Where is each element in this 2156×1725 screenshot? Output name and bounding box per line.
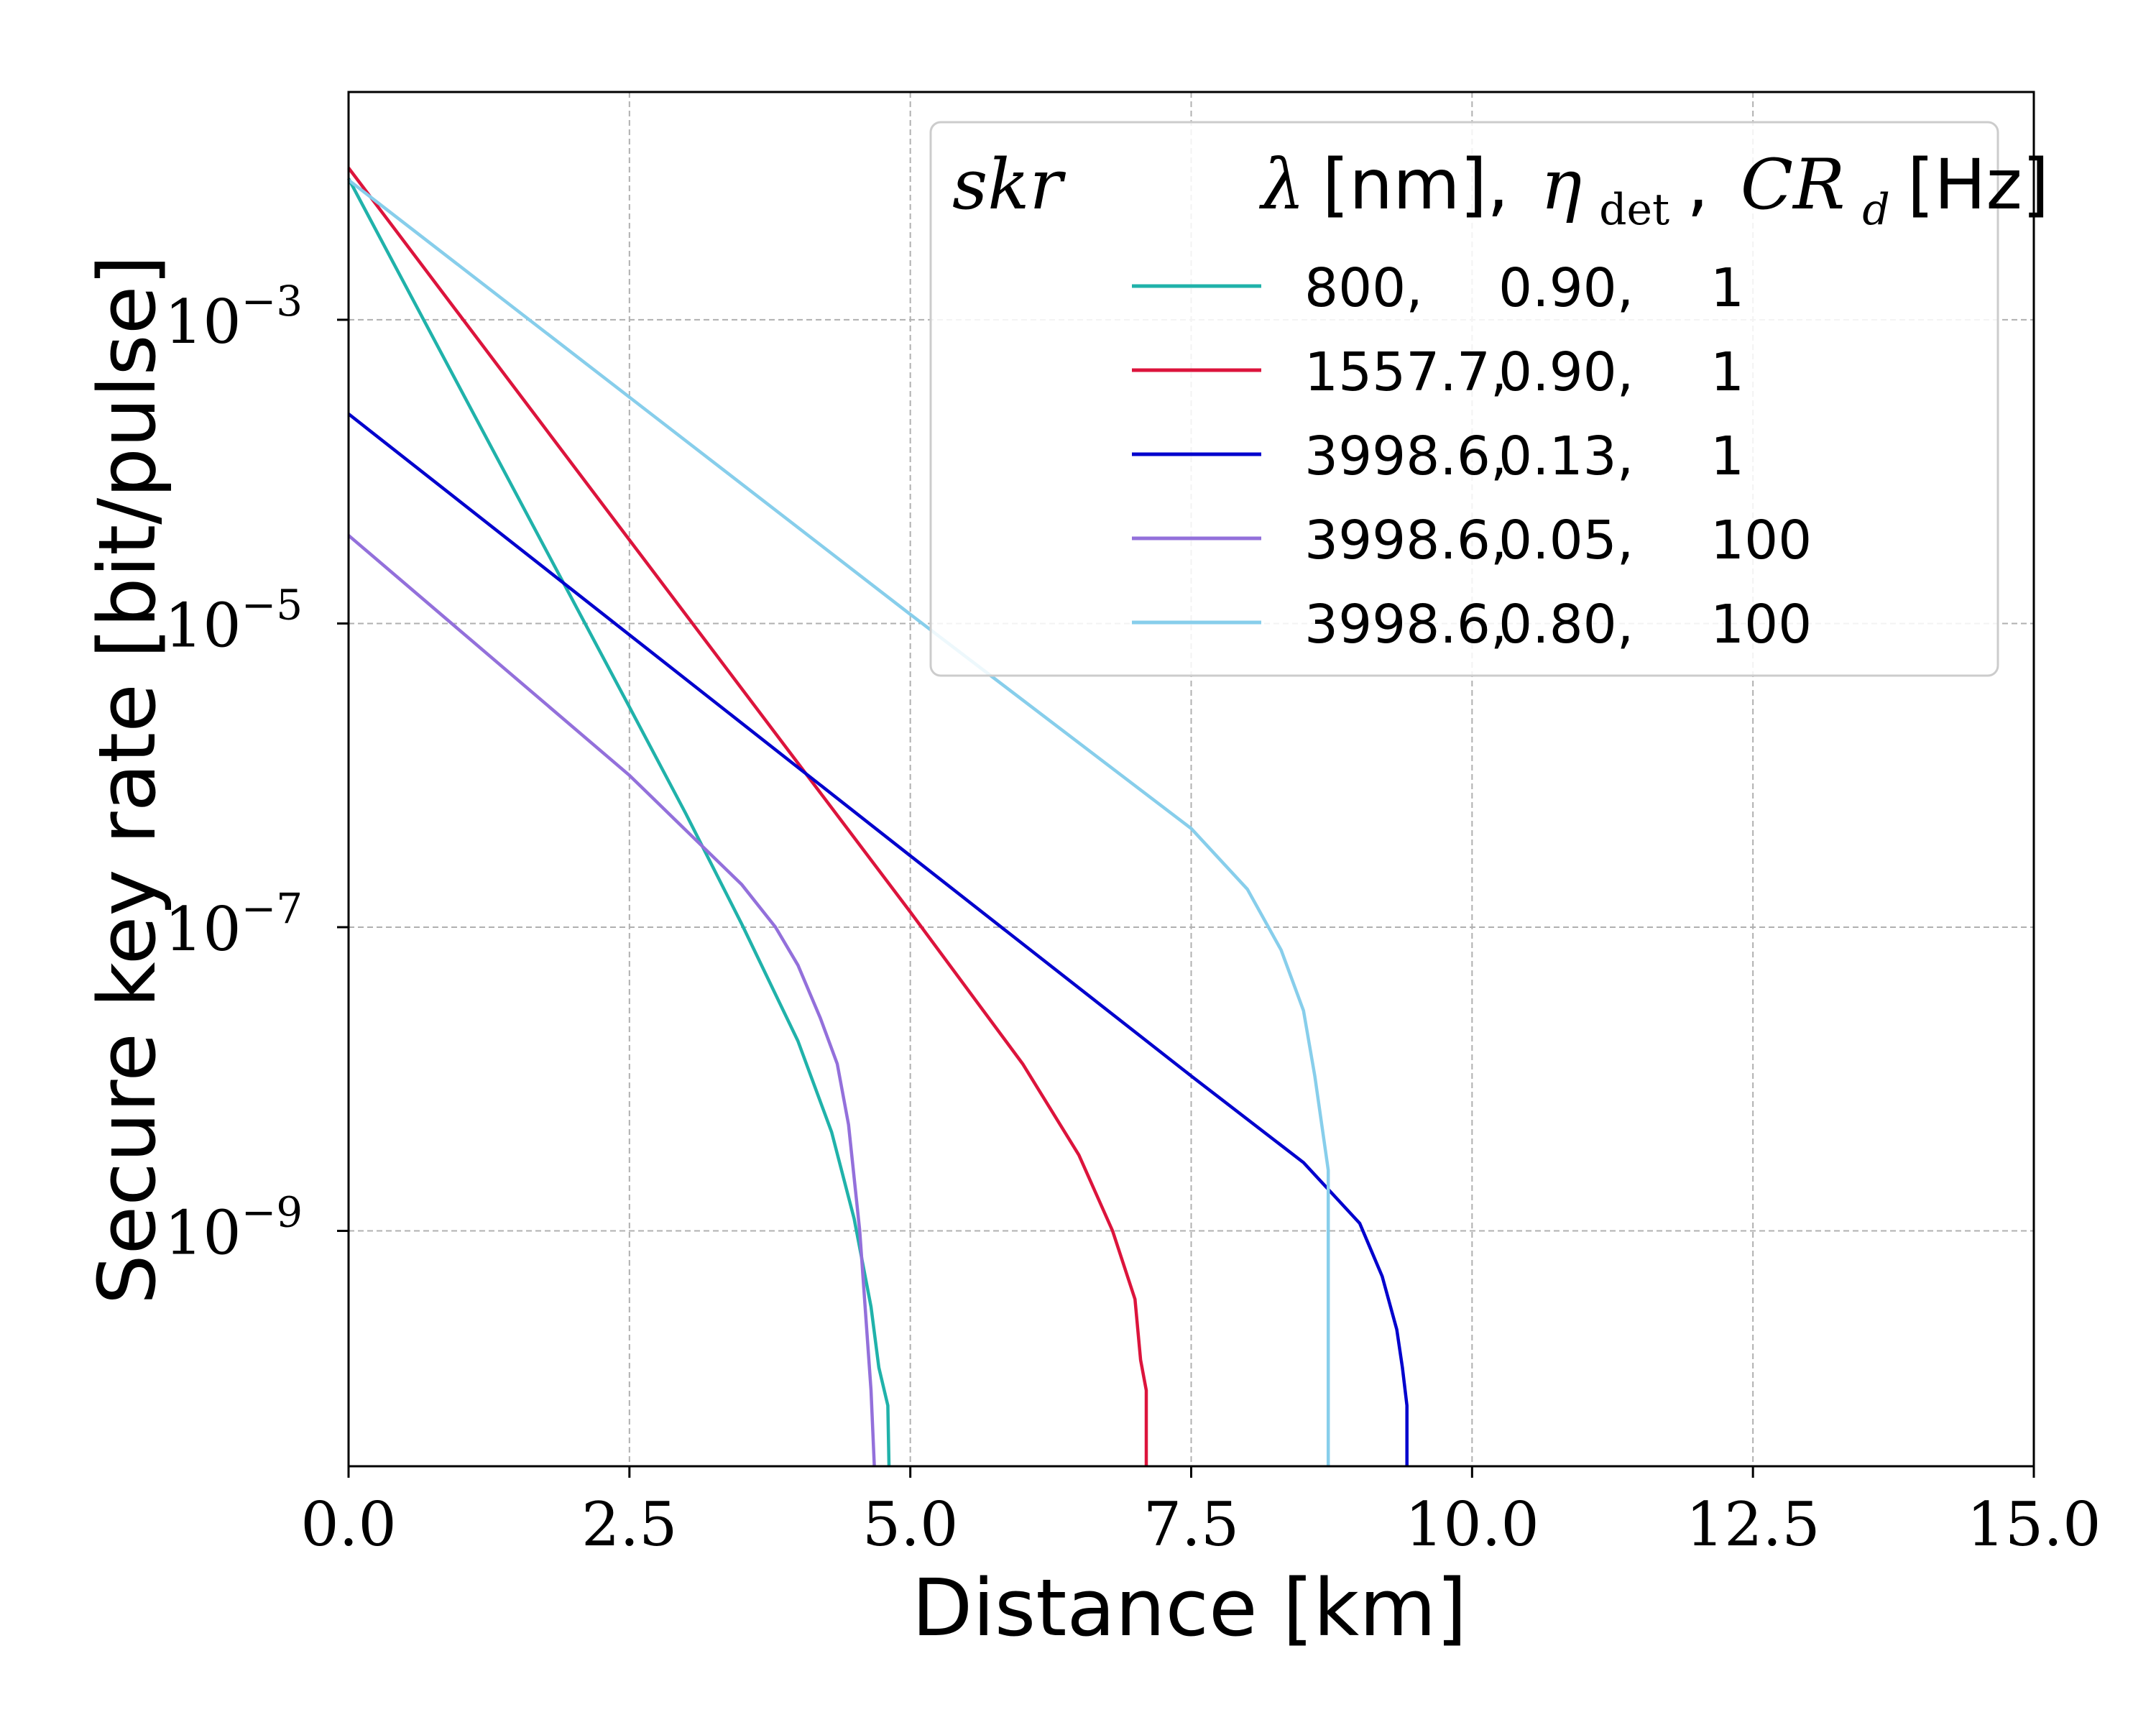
legend-entry: 3998.6,0.13, 1 — [1132, 426, 1744, 487]
legend-entry: 1557.7,0.90, 1 — [1132, 341, 1744, 403]
series-line-1 — [347, 178, 891, 1467]
legend-cr-value: 100 — [1710, 510, 1812, 571]
legend-hz: [Hz] — [1907, 144, 2049, 225]
series-line-2 — [347, 167, 1148, 1466]
legend-lambda-value: 1557.7, — [1304, 341, 1507, 403]
y-tick-base: 10 — [165, 1198, 241, 1269]
legend-cr-value: 1 — [1710, 341, 1744, 403]
y-tick-base: 10 — [165, 590, 241, 661]
legend-eta-value: 0.13, — [1498, 426, 1634, 487]
x-tick-label: 15.0 — [1966, 1489, 2101, 1560]
y-tick-exponent: −3 — [241, 277, 303, 326]
legend-cr-value: 100 — [1710, 594, 1812, 656]
series-line-4 — [347, 534, 876, 1467]
y-tick-base: 10 — [165, 894, 241, 965]
legend-cr-value: 1 — [1710, 257, 1744, 319]
legend-lambda-value: 800, — [1304, 257, 1423, 319]
legend-eta: η — [1541, 144, 1583, 225]
y-tick-base: 10 — [165, 287, 241, 357]
x-axis-label: Distance [km] — [912, 1562, 1468, 1654]
legend-nm: [nm], — [1322, 144, 1509, 225]
x-tick-label: 2.5 — [581, 1489, 678, 1560]
legend-eta-value: 0.90, — [1498, 341, 1634, 403]
y-tick-label: 10−9 — [165, 1188, 303, 1269]
legend-lambda: λ — [1258, 144, 1305, 225]
y-axis-label: Secure key rate [bit/pulse] — [81, 255, 173, 1305]
legend-cr-value: 1 — [1710, 426, 1744, 487]
legend-lambda-value: 3998.6, — [1304, 510, 1507, 571]
series-line-5 — [347, 178, 1330, 1466]
legend-entry: 3998.6,0.80, 100 — [1132, 594, 1812, 656]
y-tick-exponent: −7 — [241, 884, 303, 933]
grid — [348, 92, 2035, 1466]
axis-ticks: 0.0 2.5 5.0 7.5 10.0 12.5 15.010−310−510−710−9 — [165, 277, 2101, 1560]
legend-entry: 3998.6,0.05, 100 — [1132, 510, 1812, 571]
y-tick-label: 10−3 — [165, 277, 303, 357]
x-tick-label: 12.5 — [1686, 1489, 1820, 1560]
legend-cr: CR — [1741, 144, 1846, 225]
x-tick-label: 10.0 — [1405, 1489, 1539, 1560]
x-tick-label: 7.5 — [1143, 1489, 1240, 1560]
legend-eta-value: 0.90, — [1498, 257, 1634, 319]
series-layer — [347, 167, 1409, 1467]
y-tick-exponent: −9 — [241, 1188, 303, 1237]
legend-title-left: skr — [952, 144, 1066, 225]
legend-title-right: λ [nm], η det , CR d [Hz] — [1258, 144, 2049, 239]
series-line-3 — [347, 413, 1409, 1466]
y-tick-label: 10−5 — [165, 580, 303, 661]
x-tick-label: 5.0 — [862, 1489, 959, 1560]
legend-lambda-value: 3998.6, — [1304, 594, 1507, 656]
legend-lambda-value: 3998.6, — [1304, 426, 1507, 487]
legend-eta-value: 0.80, — [1498, 594, 1634, 656]
legend-eta-sub: det — [1599, 185, 1669, 235]
y-tick-label: 10−7 — [165, 884, 303, 965]
legend-comma: , — [1687, 144, 1709, 225]
legend-entry: 800, 0.90, 1 — [1132, 257, 1744, 319]
legend-cr-sub: d — [1862, 185, 1889, 235]
x-tick-label: 0.0 — [300, 1489, 397, 1560]
legend-eta-value: 0.05, — [1498, 510, 1634, 571]
y-tick-exponent: −5 — [241, 580, 303, 629]
legend: skr λ [nm], η det , CR d [Hz] 800, 0.90, 1… — [929, 121, 2049, 677]
